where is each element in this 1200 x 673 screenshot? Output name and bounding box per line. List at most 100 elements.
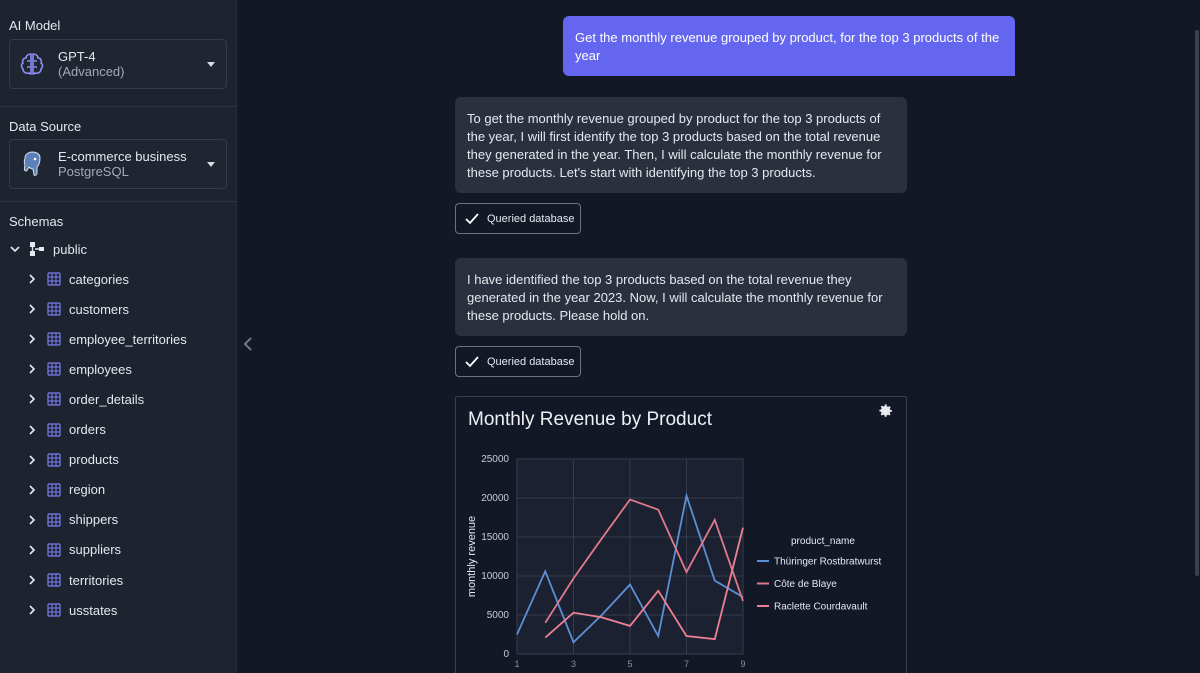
table-node[interactable]: employees <box>27 359 132 379</box>
table-name: employee_territories <box>69 331 187 347</box>
data-source-label: Data Source <box>9 119 82 134</box>
schema-icon <box>30 242 44 256</box>
table-name: orders <box>69 422 106 437</box>
x-tick-label: 3 <box>571 659 576 669</box>
line-chart: 0 5000 10000 15000 20000 25000 1 3 5 7 9 monthly re… <box>466 454 881 669</box>
table-icon <box>47 573 61 587</box>
table-name: usstates <box>69 602 118 618</box>
legend-label: Côte de Blaye <box>774 579 837 590</box>
y-tick-label: 25000 <box>481 454 509 465</box>
gear-icon[interactable] <box>878 403 894 419</box>
legend-title: product_name <box>791 536 855 547</box>
y-tick-label: 10000 <box>481 571 509 582</box>
table-name: employees <box>69 361 132 377</box>
table-node[interactable]: products <box>27 450 119 470</box>
queried-database-label: Queried database <box>487 355 575 368</box>
table-name: region <box>69 482 106 498</box>
chevron-right-icon[interactable] <box>27 574 37 586</box>
divider <box>0 106 237 107</box>
chevron-down-icon[interactable] <box>9 243 21 255</box>
schema-node-public[interactable]: public <box>9 239 87 259</box>
data-source-name: E-commerce business <box>58 149 187 164</box>
data-source-selector[interactable]: E-commerce business PostgreSQL <box>9 139 227 189</box>
chevron-right-icon[interactable] <box>27 484 37 496</box>
table-node[interactable]: region <box>27 480 105 500</box>
table-name: customers <box>69 301 129 317</box>
table-name: suppliers <box>69 542 122 558</box>
ai-model-variant: (Advanced) <box>58 64 125 79</box>
legend-label: Raclette Courdavault <box>774 602 868 613</box>
sidebar: AI Model GPT-4 (Advanced) Data Source E-… <box>0 0 237 673</box>
check-icon <box>465 355 479 367</box>
y-tick-label: 0 <box>503 649 509 660</box>
table-icon <box>47 422 61 437</box>
table-icon <box>47 483 61 497</box>
x-tick-label: 9 <box>740 659 745 669</box>
table-node[interactable]: territories <box>27 570 123 590</box>
table-name: categories <box>69 271 129 287</box>
schema-name: public <box>53 241 87 257</box>
queried-database-button[interactable]: Queried database <box>455 203 581 234</box>
table-name: order_details <box>69 391 145 407</box>
divider <box>0 201 237 202</box>
assistant-message: To get the monthly revenue grouped by pr… <box>455 97 907 193</box>
y-axis-label: monthly revenue <box>466 516 478 597</box>
table-node[interactable]: usstates <box>27 600 117 620</box>
chevron-right-icon[interactable] <box>27 363 37 375</box>
chart-card: 0 5000 10000 15000 20000 25000 1 3 5 7 9 monthly re… <box>455 396 907 673</box>
y-tick-label: 20000 <box>481 493 509 504</box>
table-icon <box>47 272 61 286</box>
data-source-type: PostgreSQL <box>58 164 129 179</box>
chevron-right-icon[interactable] <box>27 454 37 466</box>
chevron-right-icon[interactable] <box>27 393 37 405</box>
ai-model-name: GPT-4 <box>58 49 96 64</box>
queried-database-button[interactable]: Queried database <box>455 346 581 377</box>
table-name: products <box>69 452 119 468</box>
series-line <box>544 527 744 641</box>
series-line <box>544 498 744 624</box>
table-icon <box>47 452 61 467</box>
chevron-right-icon[interactable] <box>27 333 37 345</box>
y-tick-label: 15000 <box>481 532 509 543</box>
series-line <box>516 492 744 644</box>
table-icon <box>47 543 61 557</box>
table-icon <box>47 392 61 406</box>
legend-label: Thüringer Rostbratwurst <box>774 557 881 568</box>
table-node[interactable]: order_details <box>27 389 144 409</box>
chevron-down-icon <box>207 61 215 67</box>
postgresql-icon <box>16 148 48 180</box>
table-icon <box>47 362 61 376</box>
brain-icon <box>16 48 48 80</box>
chevron-right-icon[interactable] <box>27 273 37 285</box>
queried-database-label: Queried database <box>487 212 575 225</box>
table-name: territories <box>69 572 124 588</box>
ai-model-selector[interactable]: GPT-4 (Advanced) <box>9 39 227 89</box>
table-node[interactable]: shippers <box>27 510 118 530</box>
chevron-right-icon[interactable] <box>27 604 37 616</box>
table-node[interactable]: employee_territories <box>27 329 187 349</box>
chevron-right-icon[interactable] <box>27 424 37 436</box>
chevron-right-icon[interactable] <box>27 303 37 315</box>
chevron-down-icon <box>207 161 215 167</box>
y-tick-label: 5000 <box>487 610 510 621</box>
table-node[interactable]: customers <box>27 299 129 319</box>
table-icon <box>47 302 61 316</box>
user-message: Get the monthly revenue grouped by produ… <box>563 16 1015 76</box>
chevron-left-icon[interactable] <box>242 336 254 352</box>
schemas-label: Schemas <box>9 214 64 229</box>
chart-title: Monthly Revenue by Product <box>468 409 712 430</box>
table-node[interactable]: categories <box>27 269 129 289</box>
chevron-right-icon[interactable] <box>27 514 37 526</box>
check-icon <box>465 212 479 224</box>
table-name: shippers <box>69 512 119 528</box>
x-tick-label: 1 <box>514 659 519 669</box>
assistant-message: I have identified the top 3 products bas… <box>455 258 907 336</box>
table-icon <box>47 513 61 527</box>
scrollbar[interactable] <box>1195 30 1199 576</box>
table-node[interactable]: suppliers <box>27 540 121 560</box>
x-tick-label: 7 <box>684 659 689 669</box>
table-node[interactable]: orders <box>27 420 106 440</box>
table-icon <box>47 603 61 617</box>
chevron-right-icon[interactable] <box>27 544 37 556</box>
table-icon <box>47 332 61 346</box>
